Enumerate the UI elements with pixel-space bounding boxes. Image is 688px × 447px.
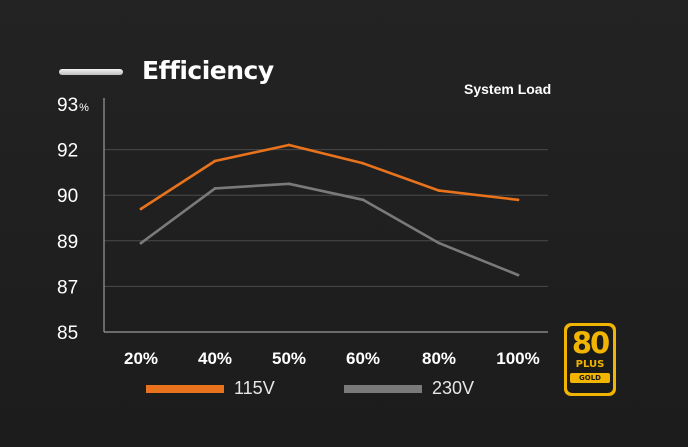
badge-tier: GOLD: [570, 373, 610, 383]
x-tick-labels: 20% 40% 50% 60% 80% 100%: [124, 349, 540, 368]
title-accent-bar: [59, 69, 123, 75]
point-230v-60pct: [361, 198, 365, 202]
x-tick-50pct: 50%: [272, 349, 306, 368]
y-tick-89: 89: [57, 232, 78, 253]
y-tick-90: 90: [57, 186, 78, 207]
x-axis-title: System Load: [464, 81, 552, 97]
point-230v-20pct: [139, 241, 143, 245]
legend-swatch-115v: [146, 384, 224, 393]
legend-label-115v: 115V: [234, 378, 275, 398]
badge-number: 80: [571, 326, 610, 360]
x-tick-60pct: 60%: [346, 349, 380, 368]
badge-plus: PLUS: [575, 359, 605, 370]
80-plus-gold-badge: 80 PLUS GOLD: [564, 323, 616, 396]
point-230v-100pct: [516, 273, 520, 277]
legend-label-230v: 230V: [432, 378, 475, 398]
x-tick-20pct: 20%: [124, 349, 158, 368]
point-115v-60pct: [361, 161, 365, 165]
legend-swatch-230v: [344, 384, 422, 393]
grid-lines: [104, 149, 548, 287]
y-tick-87: 87: [57, 277, 78, 298]
y-unit: %: [79, 102, 89, 114]
y-tick-85: 85: [57, 323, 78, 344]
series-line-115v: [139, 143, 520, 211]
point-115v-80pct: [437, 189, 441, 193]
x-tick-100pct: 100%: [496, 349, 539, 368]
x-tick-80pct: 80%: [422, 349, 456, 368]
axes: [103, 98, 548, 333]
x-tick-40pct: 40%: [198, 349, 232, 368]
point-115v-20pct: [139, 207, 143, 211]
legend-item-230v: 230V: [344, 378, 474, 399]
point-230v-40pct: [213, 187, 217, 190]
point-230v-50pct: [287, 182, 291, 186]
legend-item-115v: 115V: [146, 378, 275, 399]
chart-title: Efficiency: [142, 56, 274, 85]
point-115v-40pct: [213, 159, 217, 163]
y-tick-92: 92: [57, 141, 78, 162]
series-line-230v: [139, 182, 520, 277]
point-115v-100pct: [516, 198, 520, 202]
y-tick-93: 93%: [57, 95, 89, 116]
series-lines: [139, 143, 520, 277]
y-tick-labels: 85 87 89 90 92 93%: [57, 95, 89, 344]
point-230v-80pct: [437, 241, 441, 245]
point-115v-50pct: [287, 143, 291, 147]
